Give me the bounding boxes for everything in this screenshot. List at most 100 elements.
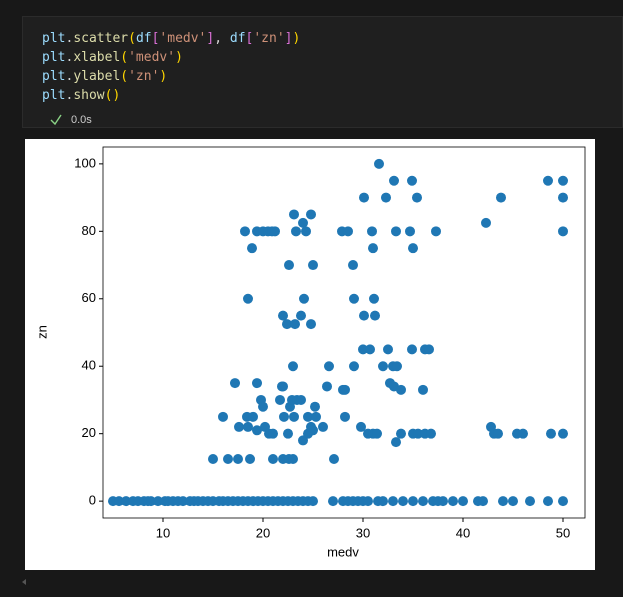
point [388, 496, 398, 507]
point [208, 453, 218, 464]
point [308, 260, 318, 271]
point [392, 361, 402, 372]
point [245, 453, 255, 464]
code-token: . [65, 69, 74, 84]
point [558, 175, 568, 186]
point [408, 496, 418, 507]
point [412, 192, 422, 203]
code-token: plt [42, 31, 66, 46]
point [243, 421, 253, 432]
point [230, 378, 240, 389]
code-token: 'medv' [128, 50, 176, 65]
code-token: ) [159, 69, 168, 84]
code-token: plt [42, 88, 66, 103]
x-tick-label: 30 [356, 525, 370, 540]
x-tick-label: 10 [156, 525, 170, 540]
code-line: plt.scatter(df['medv'], df['zn']) [42, 29, 300, 48]
point [498, 496, 508, 507]
point [363, 496, 373, 507]
point [408, 243, 418, 254]
x-tick-label: 40 [456, 525, 470, 540]
check-icon [50, 114, 62, 126]
code-token: ( [120, 69, 129, 84]
point [349, 361, 359, 372]
point [391, 226, 401, 237]
x-axis-label: medv [327, 544, 359, 559]
point [340, 384, 350, 395]
point [396, 428, 406, 439]
point [308, 496, 318, 507]
code-line: plt.show() [42, 86, 300, 105]
point [153, 496, 163, 507]
point [558, 192, 568, 203]
point [318, 421, 328, 432]
point [279, 411, 289, 422]
point [343, 226, 353, 237]
code-token: 'medv' [159, 31, 207, 46]
point [383, 344, 393, 355]
point [218, 411, 228, 422]
code-cell[interactable]: plt.scatter(df['medv'], df['zn']) plt.xla… [22, 16, 623, 128]
point [296, 310, 306, 321]
point [277, 381, 287, 392]
point [299, 293, 309, 304]
y-tick-label: 80 [82, 223, 96, 238]
point [290, 319, 300, 330]
point [268, 428, 278, 439]
point [493, 428, 503, 439]
point [424, 344, 434, 355]
code-token: [ [245, 31, 254, 46]
code-token: ) [292, 31, 301, 46]
run-time: 0.0s [71, 114, 92, 126]
point [391, 437, 401, 448]
point [370, 310, 380, 321]
point [398, 496, 408, 507]
point [121, 496, 131, 507]
point [240, 226, 250, 237]
x-tick-label: 50 [556, 525, 570, 540]
y-tick-label: 0 [89, 493, 96, 508]
code-token: ] [284, 31, 293, 46]
code-token: df [135, 31, 152, 46]
point [252, 425, 262, 436]
point [358, 344, 368, 355]
code-editor[interactable]: plt.scatter(df['medv'], df['zn']) plt.xla… [42, 29, 300, 105]
point [413, 428, 423, 439]
point [252, 378, 262, 389]
point [303, 411, 313, 422]
point [543, 175, 553, 186]
point [374, 158, 384, 169]
point [525, 496, 535, 507]
point [558, 428, 568, 439]
point [381, 192, 391, 203]
point [284, 260, 294, 271]
x-tick-label: 20 [256, 525, 270, 540]
point [349, 293, 359, 304]
point [368, 243, 378, 254]
point [426, 428, 436, 439]
chart: medv zn 10 20 30 40 50 0 20 40 60 80 100 [25, 139, 595, 570]
point [546, 428, 556, 439]
point [288, 361, 298, 372]
point [288, 453, 298, 464]
point [367, 226, 377, 237]
code-token: xlabel [73, 50, 121, 65]
code-token: ) [112, 88, 121, 103]
code-token: . [65, 88, 74, 103]
point [233, 453, 243, 464]
point [310, 401, 320, 412]
point [558, 226, 568, 237]
point [298, 217, 308, 228]
code-token: 'zn' [128, 69, 160, 84]
axes-frame [102, 146, 586, 519]
code-token: ( [104, 88, 113, 103]
point [369, 293, 379, 304]
y-tick-label: 100 [74, 155, 96, 170]
point [418, 496, 428, 507]
code-token: ( [120, 50, 129, 65]
point [291, 226, 301, 237]
scroll-arrow[interactable] [20, 578, 28, 586]
point [278, 310, 288, 321]
point [289, 209, 299, 220]
y-tick-label: 20 [82, 425, 96, 440]
